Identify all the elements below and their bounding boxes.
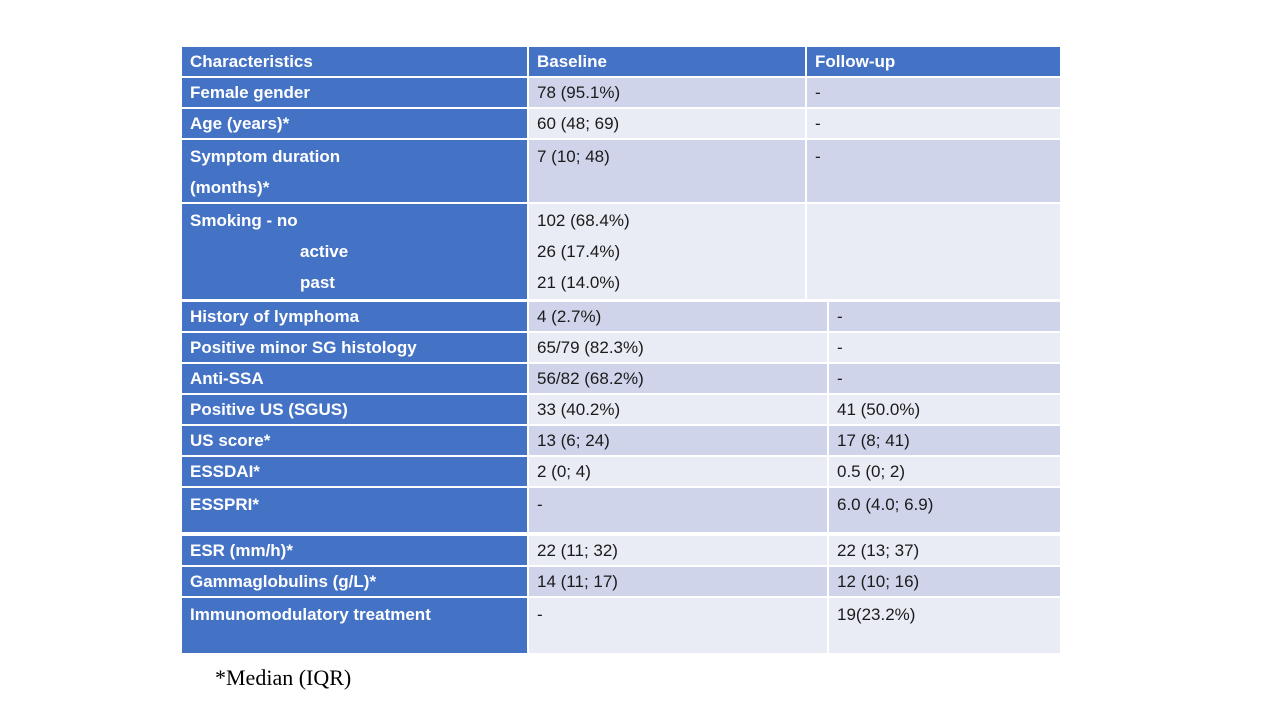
followup-female-gender: - — [807, 78, 1060, 107]
column-header-baseline: Baseline — [529, 47, 805, 76]
baseline-female-gender: 78 (95.1%) — [529, 78, 805, 107]
row-label-gammaglobulins: Gammaglobulins (g/L)* — [182, 567, 527, 596]
baseline-esspri: - — [529, 488, 827, 532]
table-section-top: Characteristics Baseline Follow-up Femal… — [182, 47, 1060, 299]
baseline-immunomodulatory: - — [529, 598, 827, 653]
row-label-esspri: ESSPRI* — [182, 488, 527, 532]
followup-symptom-duration: - — [807, 140, 1060, 202]
baseline-age: 60 (48; 69) — [529, 109, 805, 138]
baseline-minor-sg-histology: 65/79 (82.3%) — [529, 333, 827, 362]
row-label-line: (months)* — [190, 178, 270, 197]
row-label-age: Age (years)* — [182, 109, 527, 138]
baseline-us-score: 13 (6; 24) — [529, 426, 827, 455]
followup-age: - — [807, 109, 1060, 138]
baseline-smoking-past: 21 (14.0%) — [537, 273, 621, 292]
baseline-smoking-no: 102 (68.4%) — [537, 211, 630, 230]
row-label-female-gender: Female gender — [182, 78, 527, 107]
row-label-line-active: active — [300, 242, 349, 261]
row-label-minor-sg-histology: Positive minor SG histology — [182, 333, 527, 362]
row-label-us-score: US score* — [182, 426, 527, 455]
baseline-positive-us: 33 (40.2%) — [529, 395, 827, 424]
row-label-history-lymphoma: History of lymphoma — [182, 302, 527, 331]
followup-smoking — [807, 204, 1060, 299]
followup-history-lymphoma: - — [829, 302, 1060, 331]
baseline-esr: 22 (11; 32) — [529, 536, 827, 565]
baseline-gammaglobulins: 14 (11; 17) — [529, 567, 827, 596]
followup-gammaglobulins: 12 (10; 16) — [829, 567, 1060, 596]
followup-us-score: 17 (8; 41) — [829, 426, 1060, 455]
characteristics-table: Characteristics Baseline Follow-up Femal… — [182, 47, 1060, 653]
followup-positive-us: 41 (50.0%) — [829, 395, 1060, 424]
row-label-line-past: past — [300, 273, 335, 292]
table-section-bottom: ESR (mm/h)* 22 (11; 32) 22 (13; 37) Gamm… — [182, 536, 1060, 653]
baseline-history-lymphoma: 4 (2.7%) — [529, 302, 827, 331]
baseline-smoking-active: 26 (17.4%) — [537, 242, 621, 261]
row-label-line: Symptom duration — [190, 147, 341, 166]
row-label-essdai: ESSDAI* — [182, 457, 527, 486]
row-label-esr: ESR (mm/h)* — [182, 536, 527, 565]
table-footnote: *Median (IQR) — [215, 665, 352, 690]
row-label-line: Smoking - no — [190, 211, 298, 230]
followup-esr: 22 (13; 37) — [829, 536, 1060, 565]
followup-anti-ssa: - — [829, 364, 1060, 393]
baseline-symptom-duration: 7 (10; 48) — [529, 140, 805, 202]
baseline-essdai: 2 (0; 4) — [529, 457, 827, 486]
baseline-anti-ssa: 56/82 (68.2%) — [529, 364, 827, 393]
followup-minor-sg-histology: - — [829, 333, 1060, 362]
followup-esspri: 6.0 (4.0; 6.9) — [829, 488, 1060, 532]
row-label-anti-ssa: Anti-SSA — [182, 364, 527, 393]
column-header-followup: Follow-up — [807, 47, 1060, 76]
column-header-characteristics: Characteristics — [182, 47, 527, 76]
followup-immunomodulatory: 19(23.2%) — [829, 598, 1060, 653]
followup-essdai: 0.5 (0; 2) — [829, 457, 1060, 486]
row-label-positive-us: Positive US (SGUS) — [182, 395, 527, 424]
table-section-middle: History of lymphoma 4 (2.7%) - Positive … — [182, 302, 1060, 532]
row-label-symptom-duration: Symptom duration (months)* — [182, 140, 527, 202]
baseline-smoking: 102 (68.4%) 26 (17.4%) 21 (14.0%) — [529, 204, 805, 299]
row-label-immunomodulatory: Immunomodulatory treatment — [182, 598, 527, 653]
row-label-smoking: Smoking - no active past — [182, 204, 527, 299]
